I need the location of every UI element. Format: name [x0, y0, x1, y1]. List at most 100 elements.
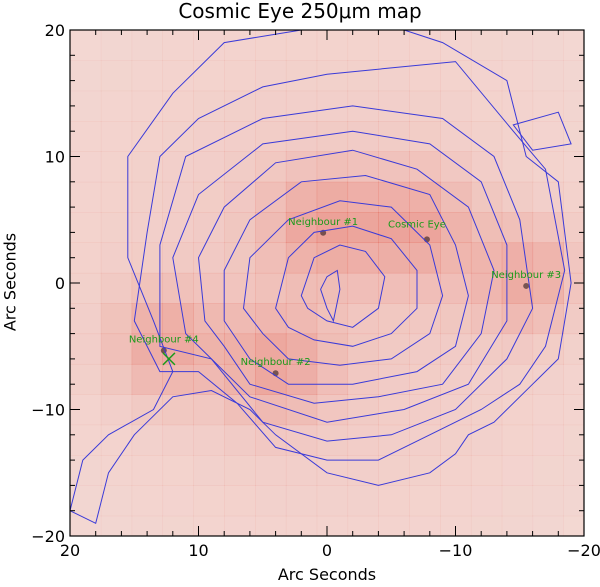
- flux-pixel: [100, 394, 133, 426]
- flux-pixel: [563, 303, 584, 335]
- flux-pixel: [162, 242, 194, 274]
- flux-pixel: [470, 272, 503, 304]
- flux-pixel: [470, 181, 503, 213]
- flux-pixel: [532, 242, 564, 274]
- flux-pixel: [532, 424, 564, 456]
- flux-pixel: [100, 303, 133, 335]
- x-axis-label: Arc Seconds: [277, 565, 377, 584]
- flux-pixel: [563, 424, 584, 456]
- flux-pixel: [440, 333, 472, 365]
- flux-pixel: [440, 455, 472, 486]
- flux-pixel: [285, 151, 318, 183]
- flux-pixel: [224, 181, 256, 213]
- flux-pixel: [501, 515, 534, 536]
- flux-pixel: [501, 485, 534, 517]
- flux-pixel: [131, 181, 164, 213]
- flux-pixel: [131, 90, 164, 122]
- flux-pixel: [378, 151, 410, 183]
- flux-pixel: [470, 151, 503, 183]
- flux-pixel: [255, 212, 287, 244]
- y-tick-label: 10: [45, 148, 65, 167]
- flux-pixel: [316, 515, 349, 536]
- contour-level-4: [172, 130, 508, 423]
- flux-pixel: [440, 90, 472, 122]
- flux-pixel: [378, 60, 410, 92]
- flux-pixel: [532, 60, 564, 92]
- flux-pixel: [285, 181, 318, 213]
- flux-pixel: [162, 60, 194, 92]
- flux-pixel: [563, 515, 584, 536]
- flux-pixel: [378, 181, 410, 213]
- flux-pixel: [100, 424, 133, 456]
- flux-pixel: [285, 455, 318, 486]
- flux-pixel: [285, 30, 318, 61]
- flux-pixel: [224, 90, 256, 122]
- contour-level-6: [223, 174, 469, 385]
- flux-pixel: [224, 485, 256, 517]
- flux-pixel: [285, 485, 318, 517]
- flux-pixel: [193, 424, 225, 456]
- flux-pixel: [224, 60, 256, 92]
- contour-level-1: [70, 30, 572, 525]
- flux-pixel: [563, 363, 584, 395]
- flux-pixel: [347, 424, 379, 456]
- flux-pixel: [100, 333, 133, 365]
- flux-pixel: [131, 333, 164, 365]
- y-tick-label: −20: [31, 527, 65, 546]
- flux-pixel: [378, 212, 410, 244]
- flux-pixel: [563, 60, 584, 92]
- flux-pixel: [70, 363, 102, 395]
- flux-pixel: [70, 30, 102, 61]
- flux-pixel: [100, 363, 133, 395]
- flux-pixel: [347, 242, 379, 274]
- flux-pixel: [255, 485, 287, 517]
- flux-pixel: [162, 151, 194, 183]
- flux-pixel: [255, 121, 287, 152]
- flux-pixel: [70, 515, 102, 536]
- flux-pixel: [378, 90, 410, 122]
- flux-pixel: [162, 30, 194, 61]
- flux-pixel: [378, 515, 410, 536]
- flux-pixel: [316, 363, 349, 395]
- flux-pixel: [255, 242, 287, 274]
- flux-pixel: [131, 30, 164, 61]
- flux-pixel: [409, 151, 441, 183]
- flux-pixel: [532, 121, 564, 152]
- y-tick-label: 0: [55, 274, 65, 293]
- flux-pixel-grid: [70, 30, 584, 536]
- flux-pixel: [255, 272, 287, 304]
- flux-pixel: [100, 181, 133, 213]
- flux-pixel: [224, 424, 256, 456]
- flux-pixel: [409, 30, 441, 61]
- flux-pixel: [316, 333, 349, 365]
- flux-pixel: [470, 212, 503, 244]
- neighbour-4-marker: [162, 352, 176, 366]
- flux-pixel: [347, 121, 379, 152]
- flux-pixel: [131, 272, 164, 304]
- y-axis-label: Arc Seconds: [0, 232, 20, 332]
- flux-pixel: [255, 394, 287, 426]
- flux-pixel: [70, 212, 102, 244]
- flux-pixel: [70, 272, 102, 304]
- flux-pixel: [316, 121, 349, 152]
- flux-pixel: [347, 515, 379, 536]
- flux-pixel: [100, 212, 133, 244]
- contour-level-8: [275, 225, 418, 347]
- flux-pixel: [440, 60, 472, 92]
- flux-pixel: [532, 212, 564, 244]
- flux-pixel: [347, 485, 379, 517]
- flux-pixel: [100, 30, 133, 61]
- flux-pixel: [193, 394, 225, 426]
- flux-pixel: [255, 60, 287, 92]
- flux-pixel: [409, 121, 441, 152]
- contour-level-5: [197, 149, 495, 404]
- flux-pixel: [532, 90, 564, 122]
- flux-pixel: [131, 424, 164, 456]
- flux-pixel: [409, 181, 441, 213]
- flux-pixel: [440, 212, 472, 244]
- flux-pixel: [193, 181, 225, 213]
- flux-pixel: [131, 394, 164, 426]
- flux-pixel: [131, 212, 164, 244]
- flux-pixel: [255, 455, 287, 486]
